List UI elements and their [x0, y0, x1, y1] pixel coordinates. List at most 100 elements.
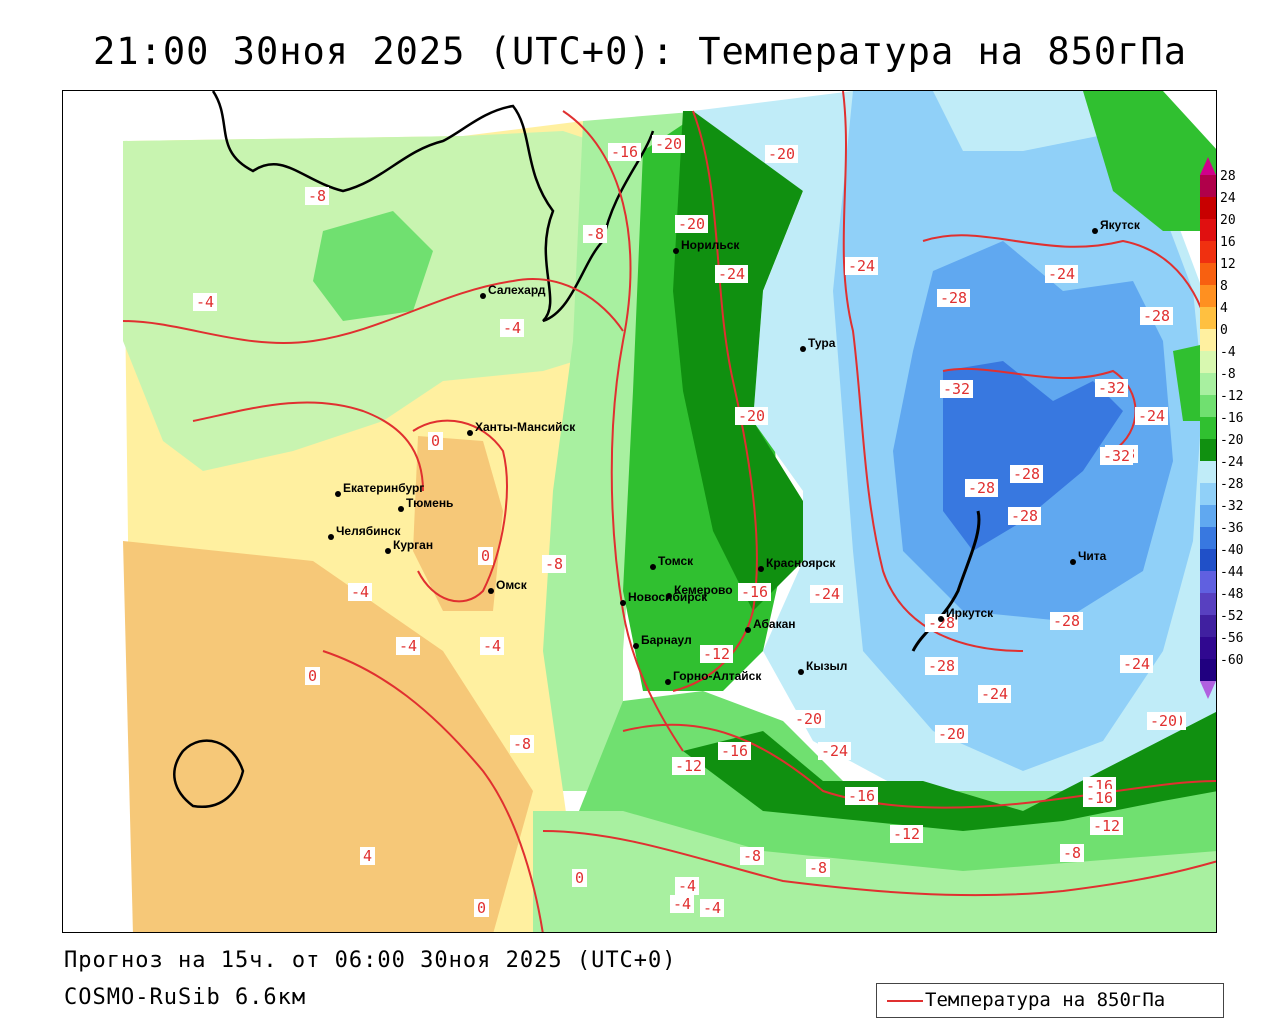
- green-spot-north: [313, 211, 433, 321]
- colorbar-segment: [1200, 571, 1216, 593]
- isotherm-line: [562, 110, 684, 752]
- contour-label: -4: [483, 637, 501, 655]
- contour-label-bg: [428, 432, 443, 450]
- city-dot: [385, 548, 391, 554]
- colorbar-tick-label: 8: [1220, 279, 1228, 294]
- city-dot: [620, 600, 626, 606]
- contour-label: -20: [678, 215, 705, 233]
- contour-label-bg: [1010, 465, 1043, 483]
- dark-green-band: [673, 111, 803, 611]
- contour-label: -28: [1011, 507, 1038, 525]
- contour-label-bg: [1090, 817, 1123, 835]
- city-label: Горно-Алтайск: [673, 669, 762, 683]
- contour-label: -16: [1086, 789, 1113, 807]
- contour-label: -4: [673, 895, 691, 913]
- contour-label-bg: [193, 293, 217, 311]
- contour-label: -24: [813, 585, 840, 603]
- contour-label-bg: [542, 555, 566, 573]
- colorbar-segment: [1200, 329, 1216, 351]
- contour-label-bg: [396, 637, 420, 655]
- contour-label-bg: [715, 265, 748, 283]
- contour-label-bg: [1135, 407, 1168, 425]
- contour-label-bg: [845, 257, 878, 275]
- contour-label-bg: [718, 742, 751, 760]
- contour-label: -12: [1093, 817, 1120, 835]
- colorbar-segment: [1200, 241, 1216, 263]
- city-label: Барнаул: [641, 633, 692, 647]
- contour-label: -20: [738, 407, 765, 425]
- contour-label: 0: [431, 432, 440, 450]
- city-label: Курган: [393, 538, 433, 552]
- contour-label-bg: [1083, 789, 1116, 807]
- isotherm-line: [542, 830, 1216, 897]
- contour-label: -4: [678, 877, 696, 895]
- contour-label: -16: [721, 742, 748, 760]
- contour-label-bg: [305, 667, 320, 685]
- contour-label: -24: [1123, 655, 1150, 673]
- orange-region-sw: [123, 541, 533, 932]
- contour-label-bg: [978, 685, 1011, 703]
- legend-label: Температура на 850гПа: [925, 989, 1166, 1011]
- city-label: Челябинск: [336, 524, 401, 538]
- city-label: Екатеринбург: [343, 481, 424, 495]
- contour-label: -16: [741, 583, 768, 601]
- contour-label-bg: [1147, 712, 1180, 730]
- colorbar-tick-label: -44: [1220, 565, 1244, 580]
- contour-label: 0: [308, 667, 317, 685]
- colorbar-segment: [1200, 219, 1216, 241]
- contour-label: -8: [308, 187, 326, 205]
- city-label: Томск: [658, 554, 694, 568]
- contour-label-bg: [474, 899, 489, 917]
- contour-label: -24: [1138, 407, 1165, 425]
- city-dot: [1092, 228, 1098, 234]
- contour-label: -24: [718, 265, 745, 283]
- contour-label: -32: [1098, 379, 1125, 397]
- contour-label-bg: [1060, 844, 1084, 862]
- city-dot: [673, 248, 679, 254]
- isotherm-line: [322, 650, 544, 932]
- map-title: 21:00 30ноя 2025 (UTC+0): Температура на…: [93, 30, 1187, 73]
- colorbar-tick-label: 0: [1220, 323, 1228, 338]
- contour-label: -28: [1053, 612, 1080, 630]
- contour-label-bg: [1140, 307, 1173, 325]
- colorbar-segment: [1200, 483, 1216, 505]
- contour-label: -16: [611, 143, 638, 161]
- contour-label-bg: [738, 583, 771, 601]
- contour-label: -4: [399, 637, 417, 655]
- colorbar-segment: [1200, 351, 1216, 373]
- colorbar-arrow-bottom: [1200, 681, 1216, 699]
- city-label: Ханты-Мансийск: [475, 420, 576, 434]
- contour-label: -8: [743, 847, 761, 865]
- colorbar-segment: [1200, 197, 1216, 219]
- city-dot: [800, 346, 806, 352]
- contour-label: 4: [363, 847, 372, 865]
- isotherm-line: [672, 110, 758, 692]
- isotherm-line: [942, 367, 1137, 452]
- contour-label-bg: [670, 895, 694, 913]
- contour-label-bg: [500, 319, 524, 337]
- contour-label-bg: [765, 145, 798, 163]
- contour-label-bg: [608, 143, 641, 161]
- contour-label: -32: [1103, 447, 1130, 465]
- contour-label-bg: [348, 583, 372, 601]
- contour-label: -28: [968, 479, 995, 497]
- colorbar-tick-label: -24: [1220, 455, 1244, 470]
- contour-label: -4: [503, 319, 521, 337]
- contour-label: -12: [703, 645, 730, 663]
- contour-label: -8: [545, 555, 563, 573]
- contour-label-bg: [890, 825, 923, 843]
- contour-label: -8: [513, 735, 531, 753]
- colorbar-segment: [1200, 505, 1216, 527]
- city-dot: [665, 679, 671, 685]
- temperature-map: -16 -20-20-8-8-20-24 -24 -24-28-28-4-4-20-3…: [122, 91, 1216, 932]
- colorbar-segment: [1200, 285, 1216, 307]
- contour-label: -4: [196, 293, 214, 311]
- contour-label-bg: [1095, 379, 1128, 397]
- contour-label-bg: [480, 637, 504, 655]
- colorbar-tick-label: -20: [1220, 433, 1244, 448]
- map-panel[interactable]: -16 -20 -20 -8 -8 -20 -24 -24 -24 -28 -28 -4 -4 -20 -3…: [62, 90, 1217, 933]
- city-dot: [480, 293, 486, 299]
- contour-label: -28: [940, 289, 967, 307]
- colorbar-tick-label: -56: [1220, 631, 1244, 646]
- colorbar-tick-label: -4: [1220, 345, 1236, 360]
